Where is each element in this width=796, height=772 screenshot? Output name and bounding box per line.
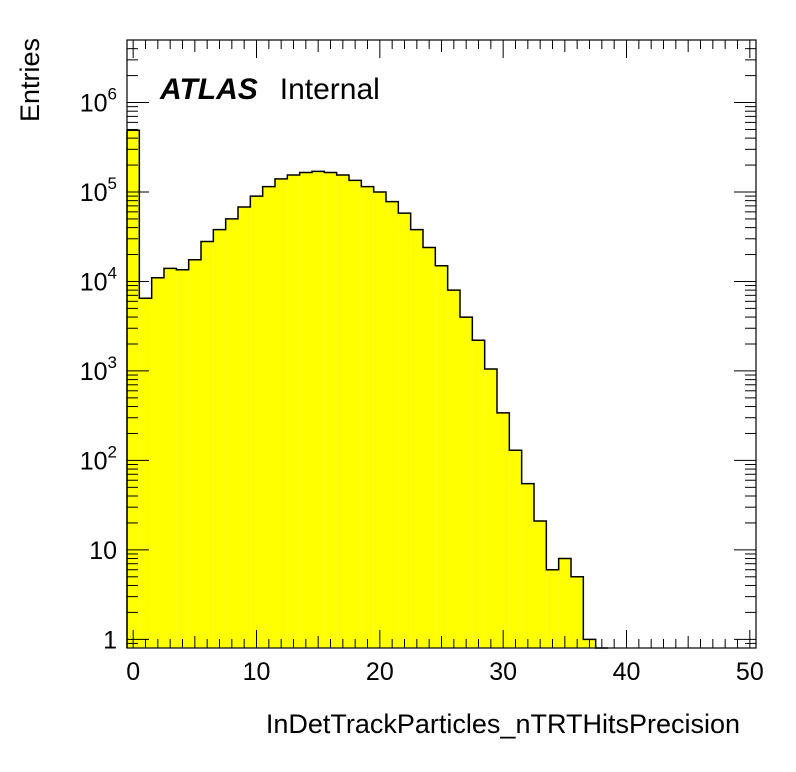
histogram-bar xyxy=(127,130,140,649)
x-axis-title: InDetTrackParticles_nTRTHitsPrecision xyxy=(266,709,740,739)
histogram-bar xyxy=(435,265,448,648)
histogram-outline xyxy=(126,129,608,649)
histogram-bar xyxy=(312,171,325,648)
y-axis-title: Entries xyxy=(15,38,45,122)
histogram-bar xyxy=(571,576,584,648)
y-tick-label: 104 xyxy=(80,263,117,296)
histogram-bar xyxy=(188,259,201,648)
histogram-bar xyxy=(238,206,251,649)
atlas-label: ATLAS Internal xyxy=(159,73,380,106)
histogram-bar xyxy=(299,172,312,648)
histogram-bar xyxy=(398,213,411,648)
histogram-bar xyxy=(460,317,473,648)
x-tick-label: 20 xyxy=(366,658,394,686)
histogram-bar xyxy=(349,180,362,648)
histogram-bar xyxy=(336,174,349,648)
histogram-bar xyxy=(509,450,522,648)
histogram-bar xyxy=(250,196,263,648)
histogram-bar xyxy=(410,229,423,648)
y-tick-label: 1 xyxy=(103,626,117,654)
histogram-bar xyxy=(324,172,337,648)
y-tick-label: 106 xyxy=(80,85,117,118)
histogram-bar xyxy=(558,558,571,648)
histogram-bar xyxy=(287,174,300,648)
histogram-bar xyxy=(423,247,436,648)
histogram-bar xyxy=(164,268,177,648)
histogram-bar xyxy=(447,290,460,648)
histogram-bar xyxy=(225,218,238,648)
atlas-label-internal: Internal xyxy=(280,73,380,106)
labels-layer: 0 10 20 30 40 50 1 10 102 103 104 105 106 xyxy=(80,85,764,686)
histogram-bar xyxy=(472,340,485,648)
histogram-bar xyxy=(151,277,164,648)
x-tick-label: 10 xyxy=(243,658,271,686)
histogram-bar xyxy=(484,369,497,648)
x-tick-label: 40 xyxy=(613,658,641,686)
histogram-bar xyxy=(213,229,226,648)
bars-layer xyxy=(127,130,596,649)
histogram-bar xyxy=(521,483,534,648)
histogram-bar xyxy=(534,521,547,648)
histogram-bar xyxy=(139,298,152,648)
x-tick-label: 0 xyxy=(126,658,140,686)
histogram-bar xyxy=(497,412,510,648)
y-tick-label: 102 xyxy=(80,442,117,475)
x-tick-label: 50 xyxy=(736,658,764,686)
outline-layer xyxy=(126,129,608,649)
y-tick-label: 10 xyxy=(89,537,117,565)
x-tick-label: 30 xyxy=(489,658,517,686)
histogram-bar xyxy=(275,178,288,648)
histogram-bar xyxy=(176,269,189,648)
histogram-bar xyxy=(386,201,399,648)
y-tick-label: 103 xyxy=(80,353,117,386)
ticks-layer xyxy=(127,39,756,648)
histogram-bar xyxy=(201,241,214,648)
histogram-bar xyxy=(373,192,386,648)
histogram-bar xyxy=(361,186,374,648)
histogram-bar xyxy=(546,569,559,648)
y-tick-label: 105 xyxy=(80,174,117,207)
atlas-label-bold: ATLAS xyxy=(159,73,258,106)
histogram-bar xyxy=(262,186,275,648)
